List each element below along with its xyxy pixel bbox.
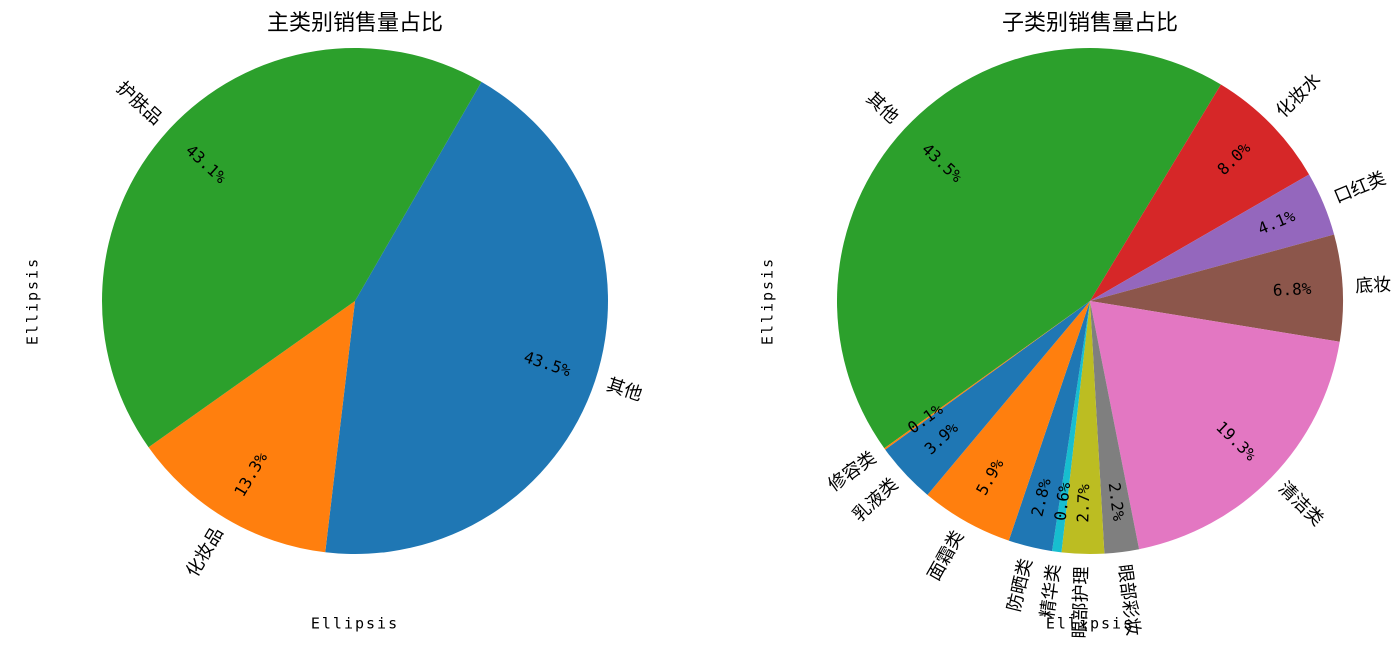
y-axis-label: Ellipsis <box>759 257 777 345</box>
slice-label: 化妆水 <box>1272 69 1325 122</box>
pie-wedge <box>148 301 355 553</box>
value-label: 2.2% <box>1105 481 1129 522</box>
pie-wedge <box>884 301 1090 450</box>
slice-label: 眼部护理 <box>1070 566 1093 639</box>
x-axis-label: Ellipsis <box>1046 615 1134 633</box>
slice-label: 防晒类 <box>1004 557 1037 614</box>
chart-title: 子类别销售量占比 <box>1002 11 1178 36</box>
pie-wedge <box>1061 301 1105 554</box>
pie-wedge <box>927 301 1090 541</box>
slice-label: 其他 <box>604 374 645 405</box>
pie-wedge <box>1090 84 1310 301</box>
slice-label: 化妆品 <box>182 524 228 581</box>
pie-wedge <box>325 81 608 555</box>
pie-wedge <box>1090 301 1140 554</box>
pie-wedge <box>1052 301 1090 553</box>
value-label: 2.7% <box>1073 483 1093 522</box>
slice-label: 面霜类 <box>924 527 969 584</box>
pie-wedge <box>885 301 1090 495</box>
slice-label: 口红类 <box>1331 168 1389 208</box>
pie-wedge <box>1090 174 1335 301</box>
slice-label: 乳液类 <box>849 474 903 526</box>
value-label: 6.8% <box>1272 279 1312 300</box>
pie-wedge <box>101 47 482 448</box>
slice-label: 底妆类 <box>1355 273 1392 297</box>
y-axis-label: Ellipsis <box>24 257 42 345</box>
value-label: 0.6% <box>1050 481 1074 522</box>
slice-label: 护肤品 <box>112 78 166 130</box>
pie-wedge <box>1090 301 1340 550</box>
pie-wedge <box>1008 301 1090 552</box>
chart-title: 主类别销售量占比 <box>267 11 443 36</box>
pie-wedge <box>837 48 1221 449</box>
slice-label: 清洁类 <box>1274 478 1327 531</box>
slice-label: 其他 <box>862 88 903 128</box>
slice-label: 精华类 <box>1037 563 1065 619</box>
x-axis-label: Ellipsis <box>311 615 399 633</box>
pie-wedge <box>1090 234 1344 342</box>
